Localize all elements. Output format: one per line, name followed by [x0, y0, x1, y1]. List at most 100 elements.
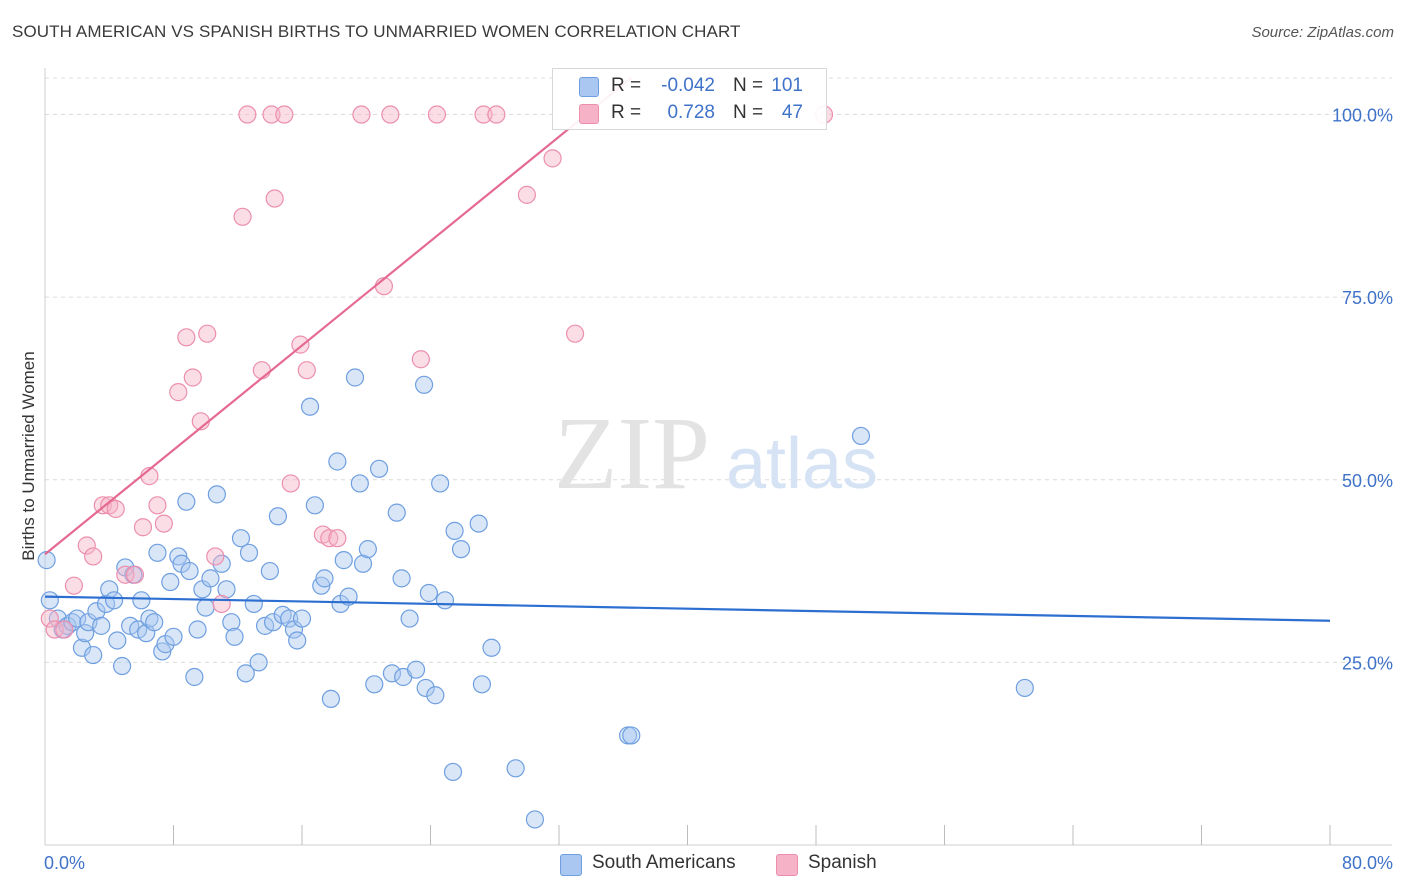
correlation-legend: R = -0.042 N = 101 R = 0.728 N = 47	[552, 68, 827, 130]
point-south-americans	[419, 583, 438, 603]
point-south-americans	[180, 561, 199, 581]
trend-line-south-americans	[44, 595, 1331, 622]
chart-title: SOUTH AMERICAN VS SPANISH BIRTHS TO UNMA…	[12, 22, 741, 41]
point-south-americans	[414, 375, 434, 394]
point-south-americans	[148, 543, 167, 562]
legend-n-label: N =	[733, 102, 764, 123]
point-south-americans	[185, 667, 204, 687]
legend-swatch-pink	[579, 104, 599, 124]
point-spanish	[125, 565, 145, 584]
data-points	[37, 105, 1034, 829]
point-south-americans	[68, 609, 87, 628]
point-south-americans	[288, 631, 307, 650]
point-spanish	[169, 383, 188, 402]
point-south-americans	[76, 624, 95, 643]
point-south-americans	[525, 810, 545, 829]
point-south-americans	[201, 569, 220, 588]
x-tick-label-min: 0.0%	[44, 853, 85, 873]
y-tick-label: 100.0%	[1332, 106, 1393, 126]
point-south-americans	[445, 521, 464, 540]
point-south-americans	[84, 645, 103, 665]
point-spanish	[427, 105, 447, 124]
point-spanish	[154, 514, 173, 533]
point-south-americans	[443, 762, 463, 782]
point-south-americans	[40, 591, 59, 610]
point-south-americans	[482, 638, 501, 657]
point-south-americans	[431, 474, 450, 493]
point-south-americans	[472, 675, 491, 694]
point-south-americans	[292, 609, 312, 628]
legend-label: Spanish	[808, 852, 877, 873]
point-south-americans	[1015, 678, 1034, 698]
y-axis-title: Births to Unmarried Women	[19, 351, 38, 560]
point-south-americans	[225, 627, 244, 646]
point-south-americans	[365, 675, 384, 694]
point-south-americans	[300, 397, 320, 416]
y-tick-label: 50.0%	[1342, 471, 1393, 491]
point-south-americans	[416, 678, 435, 698]
legend-n-label: N =	[733, 75, 764, 96]
point-south-americans	[851, 426, 871, 446]
series-legend: South Americans Spanish	[0, 852, 1406, 878]
point-spanish	[40, 609, 59, 628]
point-south-americans	[305, 496, 324, 515]
point-south-americans	[268, 507, 288, 526]
point-south-americans	[196, 598, 215, 617]
watermark-zip: ZIP	[554, 396, 710, 511]
point-south-americans	[370, 459, 389, 478]
point-spanish	[148, 496, 167, 515]
point-spanish	[411, 350, 430, 369]
point-spanish	[212, 594, 231, 614]
point-south-americans	[188, 620, 207, 639]
point-south-americans	[222, 613, 241, 632]
point-south-americans	[435, 591, 455, 610]
point-spanish	[328, 529, 347, 548]
point-south-americans	[177, 492, 196, 511]
point-south-americans	[164, 627, 183, 646]
point-south-americans	[321, 689, 341, 709]
point-south-americans	[387, 503, 406, 522]
point-spanish	[106, 499, 125, 519]
point-spanish	[133, 518, 153, 537]
trend-lines	[44, 77, 1331, 622]
point-south-americans	[469, 514, 488, 533]
point-south-americans	[328, 452, 347, 471]
trend-line-spanish	[44, 77, 632, 556]
point-south-americans	[108, 631, 127, 650]
point-spanish	[77, 536, 96, 555]
point-south-americans	[236, 664, 255, 683]
point-spanish	[487, 105, 506, 124]
point-south-americans	[406, 660, 426, 679]
point-spanish	[352, 105, 371, 124]
point-spanish	[297, 361, 316, 380]
point-south-americans	[260, 561, 279, 581]
point-spanish	[565, 324, 585, 343]
point-south-americans	[339, 587, 358, 606]
point-south-americans	[239, 543, 259, 562]
point-south-americans	[392, 569, 411, 588]
legend-row-south-americans: R = -0.042 N = 101	[553, 73, 826, 99]
grid-lines	[45, 77, 1392, 663]
point-south-americans	[280, 609, 299, 628]
point-south-americans	[244, 594, 263, 614]
legend-swatch-blue	[560, 854, 582, 876]
y-tick-label: 75.0%	[1342, 288, 1393, 308]
point-spanish	[206, 547, 225, 566]
point-south-americans	[315, 569, 334, 588]
legend-swatch-blue	[579, 77, 599, 97]
point-south-americans	[87, 602, 106, 621]
source-label: Source: ZipAtlas.com	[1251, 24, 1394, 41]
point-south-americans	[92, 616, 111, 635]
point-spanish	[55, 620, 74, 639]
point-south-americans	[506, 759, 525, 778]
point-south-americans	[426, 686, 445, 705]
legend-label: South Americans	[592, 852, 736, 873]
x-tick-label-max: 80.0%	[1342, 853, 1393, 873]
legend-r-label: R =	[611, 75, 642, 96]
legend-row-spanish: R = 0.728 N = 47	[553, 100, 826, 126]
point-spanish	[275, 105, 294, 124]
point-south-americans	[104, 591, 124, 610]
legend-r-value: 0.728	[667, 102, 715, 123]
point-south-americans	[382, 664, 402, 683]
